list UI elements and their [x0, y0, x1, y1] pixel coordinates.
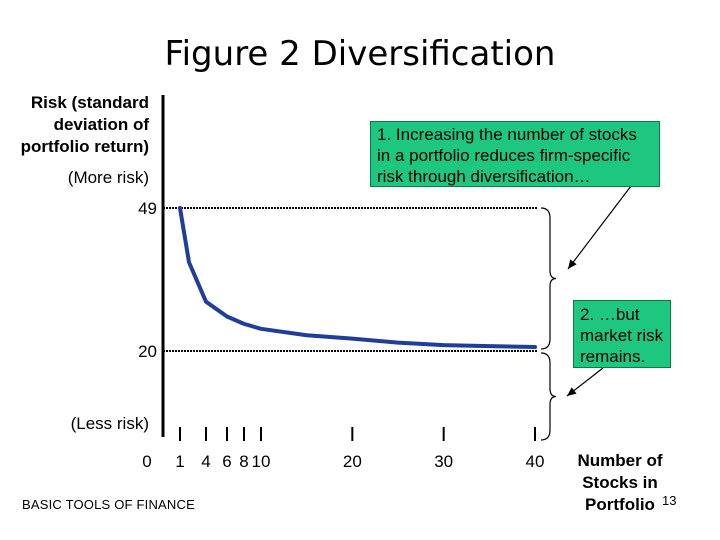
arrow-head	[568, 259, 577, 269]
x-axis-label-line: Number of	[577, 451, 663, 470]
y-axis-label-line: Risk (standard	[30, 93, 149, 112]
x-ticks	[179, 427, 536, 441]
more-risk-label: (More risk)	[67, 168, 149, 187]
x-tick-label: 6	[222, 452, 231, 471]
less-risk-label: (Less risk)	[70, 414, 149, 433]
y-axis-label-line: deviation of	[53, 115, 149, 134]
page-number: 13	[662, 493, 677, 508]
arrow-to-market-risk	[566, 367, 604, 397]
x-tick-label: 30	[434, 452, 453, 471]
note-increase-stocks: 1. Increasing the number of stocks in a …	[370, 121, 660, 187]
y-tick-label: 20	[138, 342, 157, 361]
x-tick-label: 20	[343, 452, 362, 471]
arrows	[566, 185, 632, 397]
arrow-to-firm-risk	[567, 185, 632, 270]
x-axis-label: Number of Stocks in Portfolio	[560, 450, 680, 516]
y-axis-label-line: portfolio return)	[20, 137, 149, 156]
x-tick-labels: 0 1 4 6 8 10 20 30 40	[142, 452, 544, 471]
brace-firm-specific-risk	[540, 207, 557, 350]
x-tick-label: 4	[201, 452, 210, 471]
reference-lines	[163, 207, 537, 352]
risk-curve	[178, 206, 537, 350]
x-tick-label: 40	[526, 452, 545, 471]
braces	[540, 207, 557, 441]
x-axis-label-line: Portfolio	[585, 495, 655, 514]
x-tick-label: 0	[142, 452, 151, 471]
chart-title: Figure 2 Diversification	[164, 34, 556, 74]
x-tick-label: 8	[239, 452, 248, 471]
x-tick-label: 10	[252, 452, 271, 471]
risk-curve-line	[178, 206, 537, 350]
y-tick-label: 49	[138, 199, 157, 218]
brace-market-risk	[540, 352, 557, 441]
footer-text: BASIC TOOLS OF FINANCE	[22, 497, 195, 512]
arrow-shaft	[567, 185, 632, 270]
note-market-risk: 2. …but market risk remains.	[573, 300, 671, 368]
x-axis-label-line: Stocks in	[582, 473, 658, 492]
arrow-head	[567, 387, 577, 396]
x-tick-label: 1	[175, 452, 184, 471]
y-axis-label: Risk (standard deviation of portfolio re…	[0, 92, 149, 158]
